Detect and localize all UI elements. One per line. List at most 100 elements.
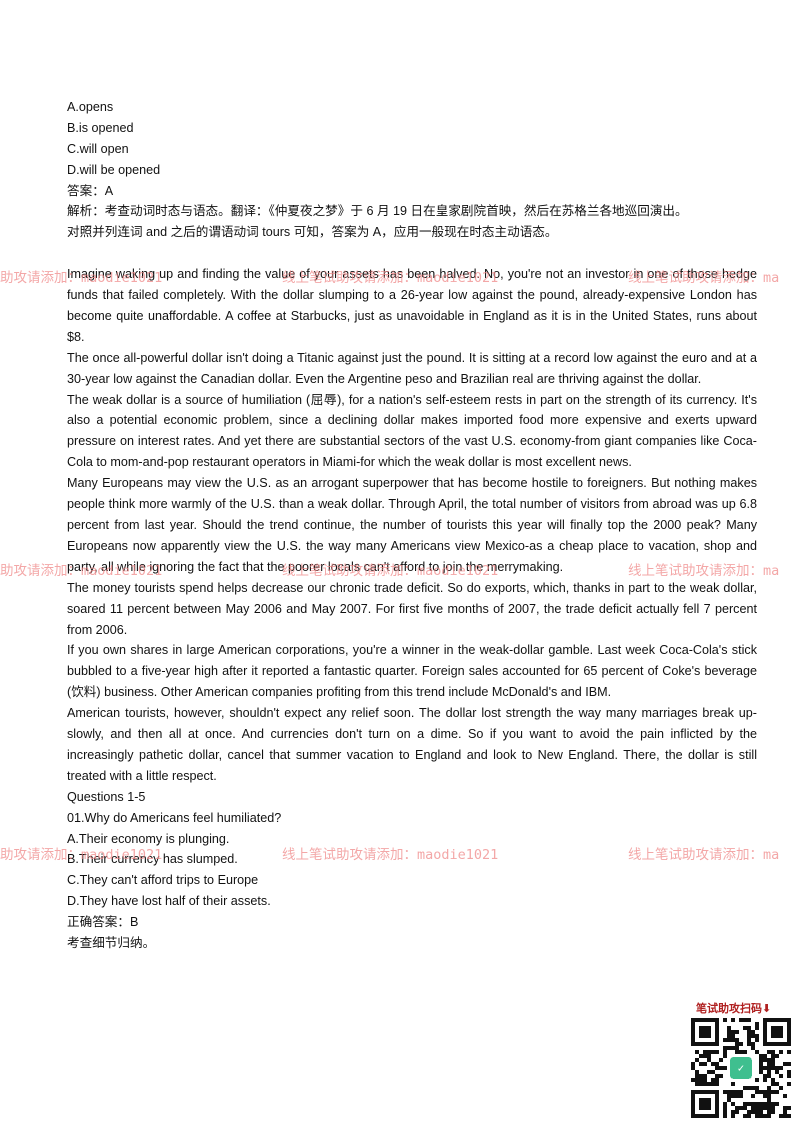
- qr-module: [767, 1050, 771, 1054]
- qr-module: [767, 1074, 771, 1078]
- qr-module: [707, 1054, 711, 1058]
- qr-module: [723, 1046, 727, 1050]
- passage-paragraph-6: If you own shares in large American corp…: [67, 643, 757, 700]
- qr-module: [763, 1102, 767, 1106]
- qr-module: [783, 1106, 787, 1110]
- qr-module: [767, 1106, 771, 1110]
- qr-module: [767, 1070, 771, 1074]
- qr-code-icon[interactable]: ✓: [691, 1018, 791, 1118]
- qr-module: [739, 1050, 743, 1054]
- qr-module: [691, 1078, 695, 1082]
- qr-module: [747, 1086, 751, 1090]
- qr-module: [695, 1078, 699, 1082]
- qr-module: [735, 1038, 739, 1042]
- qr-module: [771, 1082, 775, 1086]
- qr-module: [759, 1102, 763, 1106]
- qr-module: [763, 1078, 767, 1082]
- qr-module: [723, 1018, 727, 1022]
- qr-module: [711, 1050, 715, 1054]
- qr-module: [723, 1110, 727, 1114]
- qr-module: [759, 1090, 763, 1094]
- qr-module: [695, 1050, 699, 1054]
- qr-module: [715, 1066, 719, 1070]
- qr-module: [703, 1054, 707, 1058]
- qr-module: [723, 1066, 727, 1070]
- qr-module: [755, 1034, 759, 1038]
- passage-paragraph-4: Many Europeans may view the U.S. as an a…: [67, 476, 757, 574]
- qr-module: [751, 1030, 755, 1034]
- qr-module: [715, 1062, 719, 1066]
- qr-module: [779, 1114, 783, 1118]
- qr-module: [743, 1018, 747, 1022]
- analysis-prev-line-1: 解析：考查动词时态与语态。翻译：《仲夏夜之梦》于 6 月 19 日在皇家剧院首映…: [67, 204, 688, 219]
- qr-module: [755, 1090, 759, 1094]
- qr-module: [755, 1114, 759, 1118]
- qr-module: [707, 1070, 711, 1074]
- questions-header: Questions 1-5: [67, 789, 146, 804]
- qr-module: [783, 1110, 787, 1114]
- qr-module: [751, 1042, 755, 1046]
- qr-module: [759, 1066, 763, 1070]
- qr-module: [727, 1030, 731, 1034]
- qr-module: [787, 1114, 791, 1118]
- qr-module: [751, 1106, 755, 1110]
- qr-module: [759, 1110, 763, 1114]
- qr-module: [783, 1062, 787, 1066]
- qr-module: [739, 1018, 743, 1022]
- qr-module: [759, 1070, 763, 1074]
- qr-module: [735, 1050, 739, 1054]
- qr-module: [699, 1054, 703, 1058]
- qr-module: [747, 1102, 751, 1106]
- qr-module: [751, 1094, 755, 1098]
- qr-module: [787, 1070, 791, 1074]
- qr-module: [735, 1110, 739, 1114]
- qr-module: [743, 1086, 747, 1090]
- qr-module: [747, 1038, 751, 1042]
- qr-module: [767, 1090, 771, 1094]
- qr-module: [783, 1094, 787, 1098]
- qr-module: [695, 1058, 699, 1062]
- qr-module: [699, 1078, 703, 1082]
- answer-prev: 答案：A: [67, 183, 114, 198]
- qr-module: [727, 1034, 731, 1038]
- qr-module: [747, 1018, 751, 1022]
- qr-module: [731, 1034, 735, 1038]
- question-1-answer: 正确答案：B: [67, 915, 139, 930]
- question-1-option-c: C.They can't afford trips to Europe: [67, 873, 259, 888]
- question-1-stem: 01.Why do Americans feel humiliated?: [67, 810, 282, 825]
- qr-module: [767, 1062, 771, 1066]
- qr-module: [735, 1094, 739, 1098]
- qr-module: [731, 1038, 735, 1042]
- qr-module: [759, 1114, 763, 1118]
- qr-module: [691, 1066, 695, 1070]
- option-c-prev: C.will open: [67, 141, 129, 156]
- qr-module: [771, 1102, 775, 1106]
- qr-module: [751, 1034, 755, 1038]
- qr-module: [767, 1058, 771, 1062]
- qr-module: [703, 1082, 707, 1086]
- qr-module: [695, 1070, 699, 1074]
- qr-module: [723, 1090, 727, 1094]
- qr-center-logo-icon: [727, 1054, 755, 1082]
- qr-module: [755, 1022, 759, 1026]
- option-b-prev: B.is opened: [67, 120, 134, 135]
- qr-module: [719, 1074, 723, 1078]
- qr-module: [723, 1106, 727, 1110]
- qr-module: [711, 1070, 715, 1074]
- qr-module: [763, 1074, 767, 1078]
- qr-module: [703, 1078, 707, 1082]
- qr-module: [719, 1058, 723, 1062]
- qr-module: [723, 1054, 727, 1058]
- qr-module: [691, 1062, 695, 1066]
- qr-module: [735, 1106, 739, 1110]
- qr-module: [731, 1110, 735, 1114]
- qr-module: [723, 1038, 727, 1042]
- qr-module: [739, 1106, 743, 1110]
- qr-module: [751, 1046, 755, 1050]
- qr-module: [767, 1086, 771, 1090]
- qr-module: [743, 1102, 747, 1106]
- qr-module: [727, 1038, 731, 1042]
- qr-module: [767, 1110, 771, 1114]
- qr-module: [707, 1058, 711, 1062]
